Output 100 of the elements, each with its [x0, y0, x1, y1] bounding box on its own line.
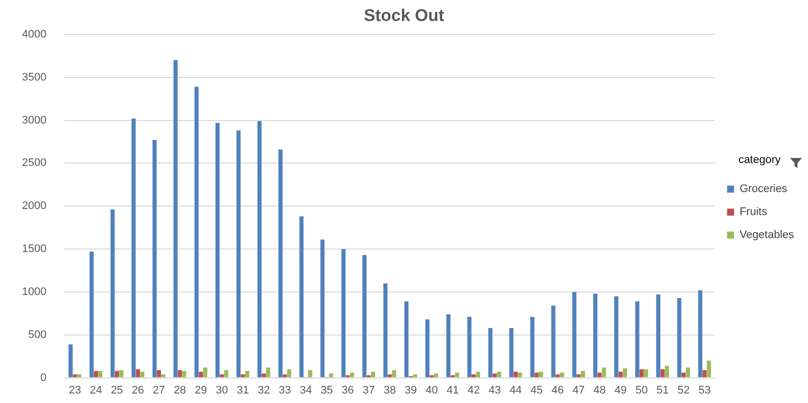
x-tick-label: 50 — [635, 384, 648, 396]
bar — [472, 374, 476, 378]
x-tick-label: 52 — [677, 384, 690, 396]
x-tick-label: 25 — [110, 384, 124, 396]
bar — [518, 372, 522, 378]
bar — [72, 374, 78, 378]
bar — [77, 374, 82, 378]
bar — [392, 370, 396, 378]
bar — [110, 210, 115, 378]
bar — [514, 372, 518, 378]
bar — [114, 370, 119, 378]
bar — [702, 370, 707, 378]
bar — [152, 140, 157, 378]
x-tick-label: 53 — [698, 384, 711, 396]
bar — [194, 86, 199, 378]
chart-title: Stock Out — [364, 6, 444, 25]
bar — [446, 314, 450, 378]
x-tick-label: 37 — [362, 384, 375, 396]
bar — [236, 130, 241, 378]
bar — [706, 360, 711, 378]
bar — [132, 118, 136, 378]
bar — [136, 369, 140, 378]
bar — [278, 149, 283, 378]
bar — [698, 290, 702, 378]
bar — [534, 372, 539, 378]
bar — [90, 252, 94, 378]
bar — [492, 374, 497, 378]
bar — [245, 370, 250, 378]
x-tick-label: 48 — [594, 384, 606, 396]
x-tick-label: 23 — [68, 384, 82, 396]
bar — [509, 328, 514, 378]
x-tick-label: 40 — [426, 384, 438, 396]
x-tick-label: 39 — [404, 384, 417, 396]
bar — [299, 216, 304, 378]
y-tick-label: 500 — [28, 328, 46, 341]
legend-title: category — [738, 154, 782, 166]
bar — [182, 370, 186, 378]
x-tick-label: 26 — [132, 384, 144, 396]
bar — [413, 374, 418, 378]
bar — [161, 374, 166, 378]
x-tick-label: 34 — [300, 384, 312, 396]
bar — [496, 372, 502, 378]
bar — [203, 368, 208, 378]
x-tick-label: 43 — [488, 384, 501, 396]
bar — [576, 374, 581, 378]
bar — [488, 328, 492, 378]
bar — [119, 370, 124, 378]
bar — [686, 368, 690, 378]
bar — [282, 374, 287, 378]
bar — [257, 121, 262, 378]
x-tick-label: 45 — [530, 384, 543, 396]
bar — [98, 370, 102, 378]
bar — [383, 283, 388, 378]
bar — [602, 368, 606, 378]
bar — [320, 240, 325, 378]
bar — [660, 369, 665, 378]
x-tick-label: 35 — [320, 384, 333, 396]
y-tick-label: 0 — [40, 372, 46, 384]
x-tick-label: 28 — [174, 384, 186, 396]
bar — [371, 372, 376, 378]
bar — [404, 301, 408, 378]
bar — [362, 255, 367, 378]
bar — [560, 372, 564, 378]
x-tick-label: 41 — [446, 384, 459, 396]
bar — [664, 366, 669, 378]
x-tick-label: 36 — [342, 384, 354, 396]
bar — [329, 374, 334, 378]
bar — [476, 372, 480, 378]
bar — [614, 296, 618, 378]
bar — [682, 372, 686, 378]
x-tick-label: 31 — [236, 384, 249, 396]
bar — [220, 374, 224, 378]
bar — [388, 374, 392, 378]
legend-label: Fruits — [740, 206, 768, 218]
x-tick-label: 30 — [216, 384, 228, 396]
bar — [622, 368, 628, 378]
bar — [580, 370, 586, 378]
x-tick-label: 27 — [152, 384, 166, 396]
bar — [262, 374, 266, 378]
x-tick-label: 42 — [468, 384, 480, 396]
legend-label: Vegetables — [740, 229, 794, 242]
y-tick-label: 1000 — [22, 286, 46, 298]
bar — [240, 374, 245, 378]
bar — [198, 372, 203, 378]
bar — [140, 372, 144, 378]
bar — [178, 370, 182, 378]
bar — [572, 292, 576, 378]
bar — [224, 370, 228, 378]
x-tick-label: 33 — [278, 384, 291, 396]
bar — [215, 122, 220, 378]
bar — [677, 298, 682, 378]
bar — [656, 294, 660, 378]
bar — [598, 372, 602, 378]
bar — [266, 368, 270, 378]
bar — [434, 374, 438, 378]
x-tick-label: 38 — [384, 384, 396, 396]
y-tick-label: 4000 — [22, 28, 46, 40]
bar — [593, 294, 598, 378]
x-tick-label: 44 — [510, 384, 522, 396]
bar — [287, 369, 292, 378]
